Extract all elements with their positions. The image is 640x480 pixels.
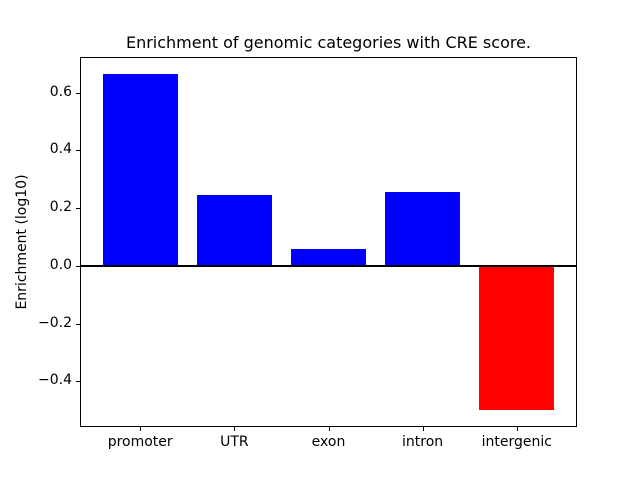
y-tick-mark bbox=[76, 323, 80, 325]
x-tick-label-UTR: UTR bbox=[220, 434, 249, 450]
bar-promoter bbox=[102, 73, 178, 266]
x-tick-label-promoter: promoter bbox=[107, 434, 173, 450]
x-tick-mark bbox=[328, 427, 330, 431]
x-tick-mark bbox=[422, 427, 424, 431]
y-tick-label: 0.4 bbox=[49, 141, 72, 158]
y-tick-mark bbox=[76, 381, 80, 383]
bar-exon bbox=[290, 248, 367, 266]
axes-frame bbox=[80, 57, 577, 427]
y-tick-mark bbox=[76, 150, 80, 152]
y-tick-label: −0.4 bbox=[38, 372, 72, 389]
y-tick-label: −0.2 bbox=[38, 314, 72, 331]
y-tick-mark bbox=[76, 208, 80, 210]
chart-title: Enrichment of genomic categories with CR… bbox=[125, 33, 532, 52]
x-tick-mark bbox=[140, 427, 142, 431]
y-tick-label: 0.0 bbox=[49, 256, 72, 273]
x-tick-mark bbox=[234, 427, 236, 431]
x-tick-label-exon: exon bbox=[311, 434, 346, 450]
x-tick-label-intron: intron bbox=[402, 434, 444, 450]
y-tick-label: 0.2 bbox=[49, 199, 72, 216]
bar-intergenic bbox=[479, 265, 555, 411]
y-tick-mark bbox=[76, 92, 80, 94]
x-tick-label-intergenic: intergenic bbox=[481, 434, 552, 450]
bar-UTR bbox=[196, 195, 272, 266]
bar-intron bbox=[385, 192, 461, 266]
zero-line bbox=[80, 264, 577, 267]
y-tick-mark bbox=[76, 265, 80, 267]
x-tick-mark bbox=[516, 427, 518, 431]
y-tick-label: 0.6 bbox=[49, 83, 72, 100]
